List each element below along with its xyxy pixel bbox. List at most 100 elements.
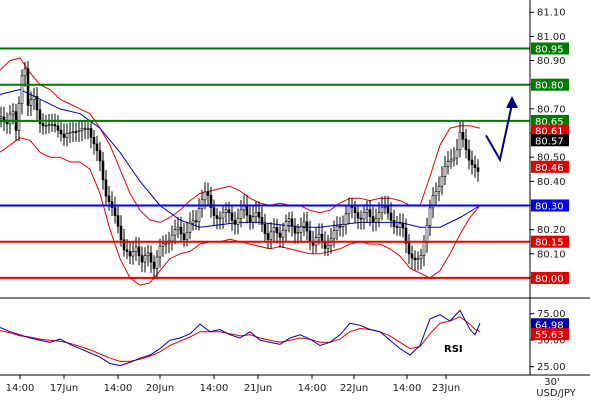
candle-body bbox=[227, 209, 231, 214]
level-tag bbox=[531, 235, 569, 248]
rsi-tag-label: 55.63 bbox=[535, 330, 564, 341]
price-tag bbox=[531, 134, 569, 147]
candle-body bbox=[305, 221, 309, 232]
candle-body bbox=[368, 209, 372, 217]
rsi-tag-label: 64.98 bbox=[535, 320, 564, 331]
candle-body bbox=[182, 233, 186, 240]
price-tag-label: 80.46 bbox=[535, 163, 564, 174]
candle-body bbox=[407, 242, 411, 255]
candle-body bbox=[89, 128, 93, 138]
candle-body bbox=[443, 166, 447, 177]
candle-body bbox=[473, 164, 477, 169]
candle-body bbox=[281, 229, 285, 238]
candle-body bbox=[323, 241, 327, 249]
candle-body bbox=[11, 111, 15, 115]
candle-body bbox=[113, 207, 117, 216]
candle-body bbox=[467, 149, 471, 161]
candle-body bbox=[464, 138, 468, 150]
candle-body bbox=[269, 231, 273, 240]
candle-body bbox=[212, 207, 216, 216]
candle-body bbox=[362, 212, 366, 220]
candle-body bbox=[50, 124, 54, 126]
candle-body bbox=[260, 217, 264, 225]
candle-body bbox=[176, 226, 180, 230]
rsi-tag bbox=[531, 318, 569, 331]
candle-body bbox=[62, 133, 66, 138]
candle-body bbox=[422, 241, 426, 256]
level-tag bbox=[531, 271, 569, 284]
candle-body bbox=[338, 225, 342, 228]
candle-body bbox=[290, 218, 294, 227]
candle-body bbox=[83, 128, 87, 130]
candle-body bbox=[140, 255, 144, 263]
candle-body bbox=[359, 217, 363, 220]
candle-body bbox=[152, 261, 156, 269]
candle-body bbox=[446, 161, 450, 167]
candle-body bbox=[86, 128, 90, 130]
time-tick-label: 17Jun bbox=[50, 383, 78, 394]
candle-body bbox=[107, 195, 111, 202]
candle-body bbox=[287, 218, 291, 222]
candle-body bbox=[419, 255, 423, 259]
level-tag-label: 80.00 bbox=[535, 274, 564, 285]
candle-body bbox=[80, 128, 84, 131]
candle-body bbox=[377, 212, 381, 220]
candle-body bbox=[203, 191, 207, 201]
level-tag bbox=[531, 199, 569, 212]
candle-body bbox=[389, 212, 393, 221]
price-tick-label: 80.50 bbox=[537, 153, 566, 164]
rsi-tag bbox=[531, 328, 569, 341]
candle-body bbox=[200, 199, 204, 209]
candle-body bbox=[29, 99, 33, 106]
candle-body bbox=[236, 217, 240, 225]
candle-body bbox=[251, 216, 255, 223]
candle-body bbox=[266, 233, 270, 240]
candle-body bbox=[0, 116, 3, 119]
candle-body bbox=[263, 223, 267, 234]
candle-body bbox=[230, 212, 234, 221]
candle-body bbox=[125, 249, 129, 252]
candle-body bbox=[101, 160, 105, 181]
price-tick-label: 80.20 bbox=[537, 225, 566, 236]
candle-body bbox=[149, 252, 153, 263]
candle-body bbox=[239, 209, 243, 219]
candle-body bbox=[5, 121, 9, 125]
candle-body bbox=[164, 242, 168, 245]
candle-body bbox=[68, 131, 72, 134]
price-tick-label: 81.10 bbox=[537, 8, 566, 19]
candle-body bbox=[293, 225, 297, 234]
price-tag-label: 80.61 bbox=[535, 127, 564, 138]
candle-body bbox=[119, 225, 123, 241]
candle-body bbox=[158, 245, 162, 258]
candle-body bbox=[170, 234, 174, 242]
candle-body bbox=[452, 157, 456, 161]
candle-body bbox=[215, 215, 219, 219]
candle-body bbox=[302, 221, 306, 227]
candle-body bbox=[326, 245, 330, 249]
candle-body bbox=[371, 216, 375, 223]
instrument-label: USD/JPY bbox=[536, 388, 576, 399]
rsi-tick-label: 25.00 bbox=[537, 362, 566, 373]
candle-body bbox=[440, 176, 444, 187]
candle-body bbox=[416, 258, 420, 261]
candle-body bbox=[308, 230, 312, 242]
candle-body bbox=[431, 195, 435, 209]
candle-body bbox=[434, 191, 438, 197]
candle-body bbox=[122, 239, 126, 251]
candle-body bbox=[458, 131, 462, 151]
timeframe-label: 30' bbox=[544, 377, 559, 388]
candle-body bbox=[23, 68, 27, 77]
candle-body bbox=[224, 209, 228, 213]
rsi-signal-line bbox=[0, 316, 481, 362]
candle-body bbox=[98, 150, 102, 162]
candle-body bbox=[74, 131, 78, 133]
price-axis: 81.1081.0080.9080.8080.7080.6080.5080.40… bbox=[0, 0, 590, 376]
candle-body bbox=[353, 207, 357, 213]
candle-body bbox=[65, 133, 69, 138]
candle-body bbox=[188, 222, 192, 233]
time-axis: 14:00 17Jun 14:00 20Jun 14:00 21Jun 14:00 22Jun… bbox=[6, 375, 460, 394]
price-tag bbox=[531, 124, 569, 137]
time-tick-label: 23Jun bbox=[432, 383, 460, 394]
level-tag-label: 80.80 bbox=[535, 81, 564, 92]
candle-body bbox=[173, 229, 177, 236]
